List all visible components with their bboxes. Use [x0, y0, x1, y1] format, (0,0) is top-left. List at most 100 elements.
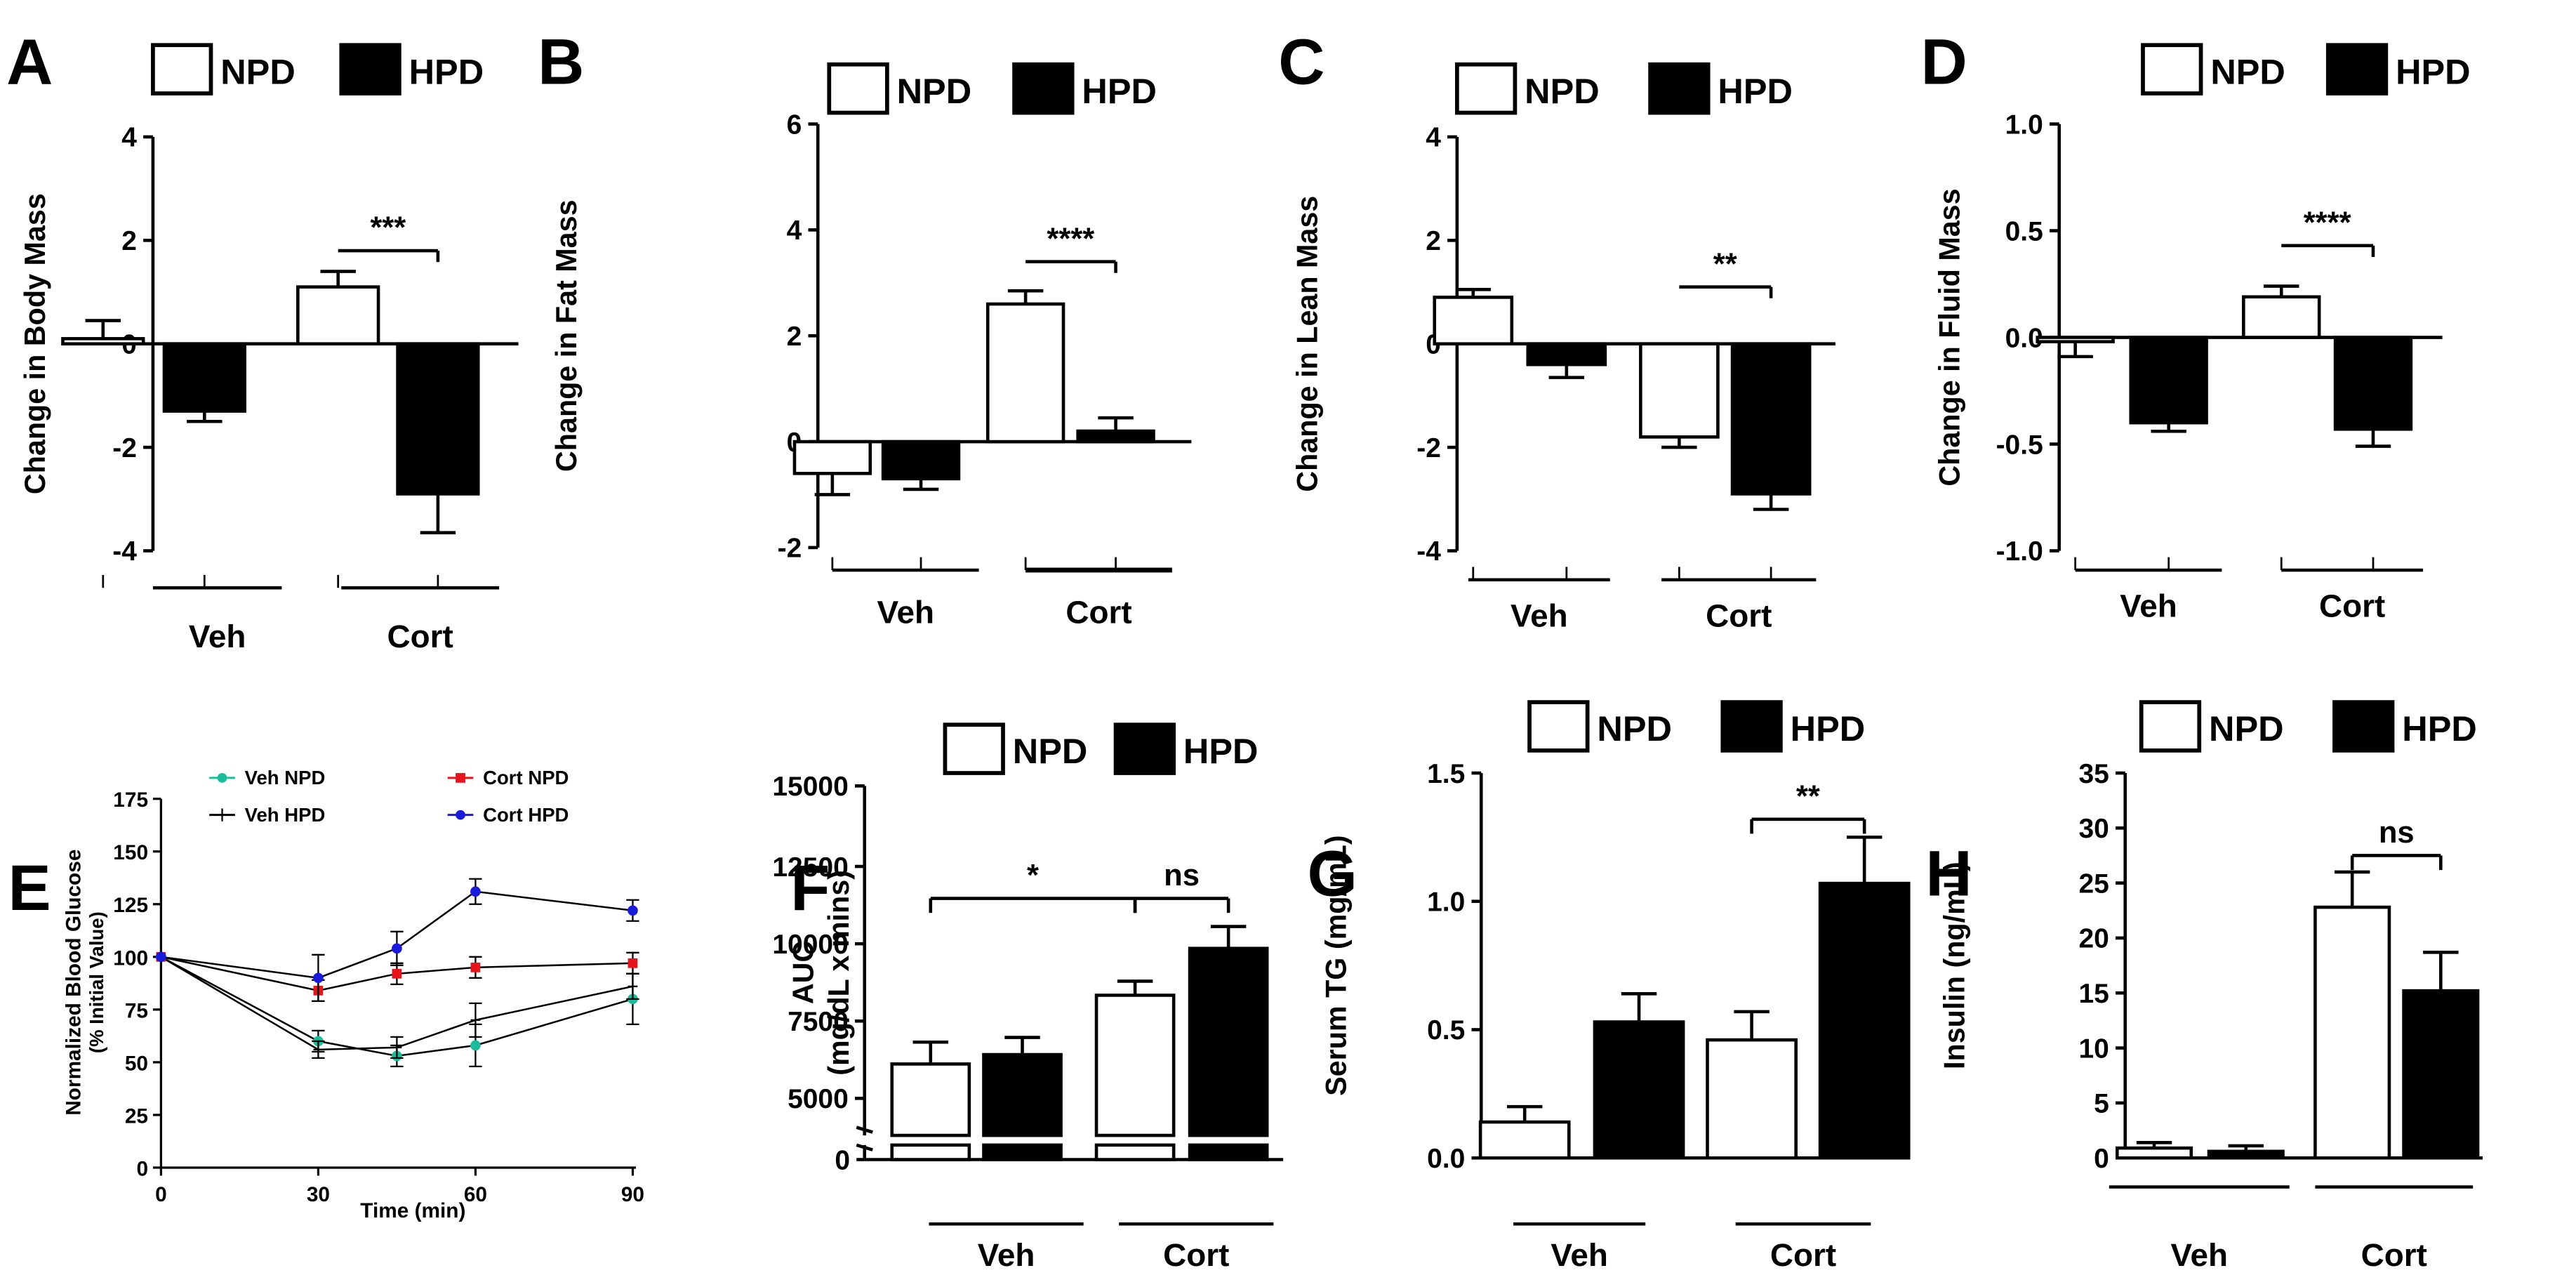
- y-axis-label-units: (mg/dL x mins): [823, 870, 855, 1076]
- y-tick-label: 175: [113, 788, 148, 812]
- bar-hpd-cort: [2333, 336, 2413, 431]
- significance-label: *: [1027, 859, 1039, 892]
- x-tick-label: 0: [155, 1183, 167, 1206]
- legend-npd-swatch: [2141, 43, 2203, 95]
- y-tick-label: 6: [787, 110, 802, 140]
- data-point: [628, 958, 638, 968]
- legend-label: Veh NPD: [245, 767, 326, 788]
- y-tick-label: 0: [2094, 1144, 2109, 1174]
- y-tick-label: 15: [2078, 979, 2109, 1009]
- panel-letter: C: [1278, 26, 1324, 98]
- legend: NPD HPD: [2141, 43, 2471, 95]
- significance-label: ***: [370, 211, 406, 245]
- bar-hpd-veh: [982, 1052, 1063, 1137]
- y-tick-label: 4: [121, 123, 137, 153]
- y-tick-label: 5000: [788, 1084, 849, 1114]
- y-tick-label: 15000: [772, 772, 848, 802]
- data-point: [628, 905, 638, 916]
- y-tick-label: 10000: [772, 930, 848, 960]
- y-tick-label: 2: [121, 226, 137, 256]
- legend-npd-label: NPD: [1013, 731, 1088, 771]
- legend-marker: [456, 810, 465, 820]
- bar-npd-cort: [296, 285, 380, 346]
- y-tick-label: 30: [2078, 814, 2109, 844]
- y-tick-label: 2: [1426, 226, 1441, 256]
- legend-hpd-label: HPD: [1791, 708, 1866, 748]
- bar-lower-segment: [890, 1143, 971, 1161]
- legend-npd-label: NPD: [2210, 51, 2285, 91]
- bar-npd-veh: [61, 337, 145, 346]
- y-axis-label: Normalized Blood Glucose: [62, 850, 86, 1116]
- bar-hpd-veh: [2129, 336, 2208, 425]
- legend-hpd-label: HPD: [2396, 51, 2471, 91]
- bar-npd-cort: [1094, 994, 1176, 1137]
- y-tick-label: 1.0: [1427, 887, 1465, 917]
- legend-hpd-swatch: [1648, 62, 1711, 115]
- legend: NPD HPD: [827, 62, 1157, 115]
- axis-break-mark: [856, 1143, 873, 1151]
- significance-label: ****: [1047, 222, 1094, 256]
- legend-hpd-swatch: [1113, 722, 1176, 775]
- y-tick-label: 7500: [788, 1007, 849, 1037]
- significance-label: ns: [2379, 816, 2415, 850]
- group-label: Cort: [387, 618, 453, 654]
- y-tick-label: -2: [1416, 433, 1441, 463]
- y-tick-label: 0: [835, 1145, 850, 1175]
- panel-letter: D: [1920, 26, 1967, 98]
- legend-hpd-label: HPD: [1183, 731, 1259, 771]
- y-tick-label: 4: [1426, 123, 1441, 153]
- panel-e: E 0 25 50 75 100 125 150 175 0 30 60 90 Time (min) Nor…: [8, 767, 644, 1222]
- y-tick-label: 20: [2078, 924, 2109, 954]
- panel-h: H 0 5 10 15 20 25 30 35 Insulin (ng/mL) Veh Cort ns N…: [1925, 700, 2483, 1273]
- y-tick-label: -0.5: [1996, 430, 2043, 460]
- group-label: Cort: [2361, 1236, 2427, 1273]
- y-tick-label: 100: [113, 946, 148, 970]
- group-label: Veh: [877, 594, 934, 631]
- y-axis-label: Change in Body Mass: [19, 193, 51, 494]
- significance-label: ****: [2304, 206, 2351, 240]
- legend-npd-label: NPD: [220, 51, 296, 91]
- legend-npd-label: NPD: [897, 71, 972, 111]
- y-axis-label: Change in Fluid Mass: [1933, 188, 1965, 486]
- legend-npd-label: NPD: [1525, 71, 1600, 111]
- bar-npd-cort: [1639, 342, 1720, 439]
- bar-npd-veh: [2115, 1146, 2193, 1160]
- y-tick-label: -4: [112, 536, 137, 567]
- legend-hpd-swatch: [339, 43, 401, 95]
- group-label: Veh: [1511, 597, 1568, 633]
- legend-npd-label: NPD: [1597, 708, 1672, 748]
- significance-label: ns: [1164, 859, 1200, 892]
- legend-npd-swatch: [943, 722, 1005, 775]
- y-tick-label: 150: [113, 841, 148, 864]
- x-tick-label: 30: [307, 1183, 330, 1206]
- y-tick-label: 35: [2078, 759, 2109, 789]
- y-tick-label: -2: [778, 534, 802, 564]
- y-axis-label: Change in Fat Mass: [550, 199, 583, 472]
- legend-hpd-swatch: [2325, 43, 2389, 95]
- significance-label: **: [1796, 779, 1820, 813]
- bar-hpd-cort: [1188, 946, 1269, 1137]
- y-tick-label: -4: [1416, 536, 1441, 567]
- bar-hpd-cort: [1076, 429, 1155, 444]
- legend: NPD HPD: [2139, 700, 2477, 753]
- data-point: [392, 968, 402, 979]
- legend-hpd-swatch: [1720, 700, 1783, 753]
- y-tick-label: 1.0: [2005, 110, 2043, 140]
- y-tick-label: 75: [125, 999, 148, 1022]
- panel-letter: H: [1925, 838, 1972, 909]
- y-tick-label: 5: [2094, 1089, 2109, 1119]
- group-label: Veh: [189, 618, 246, 654]
- significance-label: **: [1713, 247, 1737, 281]
- y-tick-label: -2: [112, 433, 137, 463]
- y-tick-label: 25: [125, 1104, 148, 1128]
- panel-letter: A: [6, 26, 53, 98]
- y-tick-label: 0.5: [1427, 1015, 1465, 1045]
- y-tick-label: 25: [2078, 869, 2109, 899]
- y-tick-label: 0.0: [1427, 1144, 1465, 1174]
- legend-hpd-label: HPD: [2402, 708, 2477, 748]
- data-point: [392, 943, 402, 954]
